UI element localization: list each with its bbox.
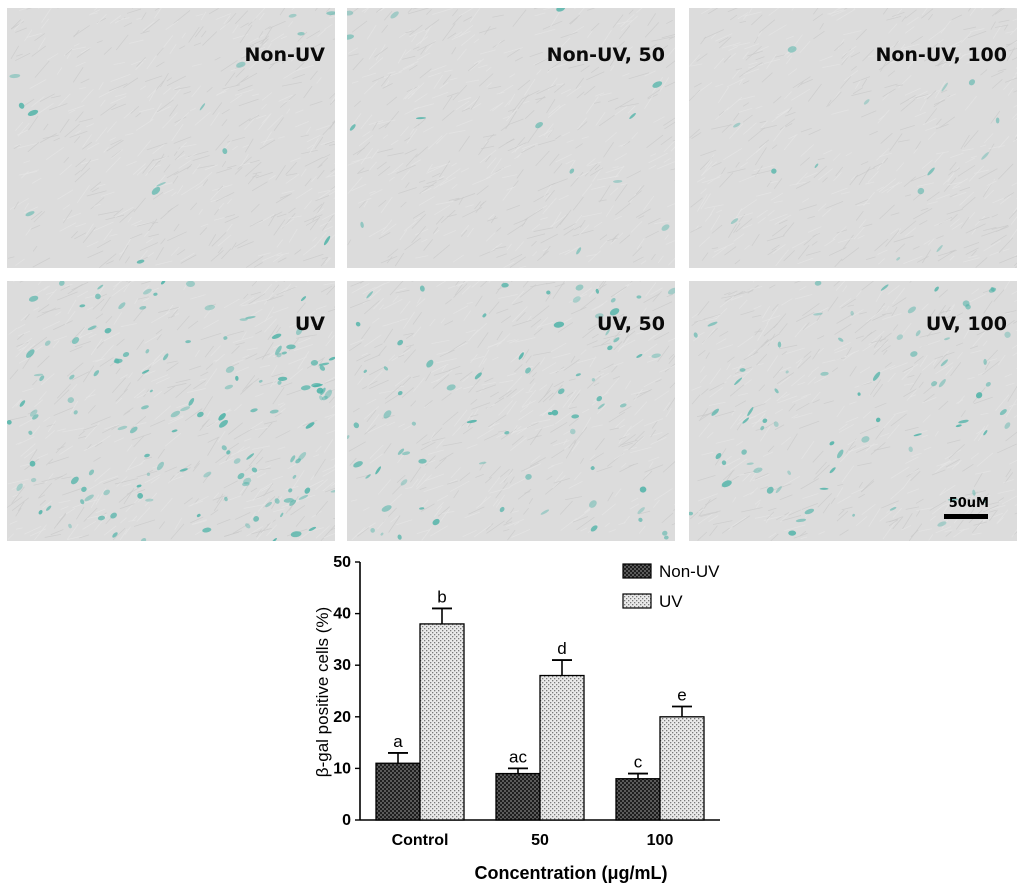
bar [615,778,661,821]
bar [539,674,585,821]
y-tick-label: 30 [333,657,351,674]
significance-letter: b [437,587,446,606]
y-axis-title: β-gal positive cells (%) [313,607,332,777]
micrograph-non-uv-50: Non-UV, 50 [347,8,675,268]
y-tick-label: 20 [333,709,351,726]
micrograph-image [347,281,675,541]
micrograph-image [347,8,675,268]
micrograph-non-uv: Non-UV [7,8,335,268]
scale-bar-label: 50uM [948,496,989,511]
significance-letter: e [677,685,686,704]
legend-swatch [622,563,652,579]
significance-letter: ac [509,747,527,766]
micrograph-image [7,281,335,541]
bar [659,716,705,821]
panel-label: Non-UV, 50 [546,44,665,66]
legend-label: UV [659,592,683,611]
x-tick-label: Control [392,832,449,849]
panel-label: UV, 100 [925,313,1007,335]
x-tick-label: 50 [531,832,549,849]
legend-swatch [622,593,652,609]
y-tick-label: 50 [333,554,351,571]
micrograph-non-uv-100: Non-UV, 100 [689,8,1017,268]
legend: Non-UV UV [622,562,720,611]
micrograph-uv-50: UV, 50 [347,281,675,541]
x-axis-title: Concentration (μg/mL) [475,863,668,883]
bars-group: a b ac d c e [375,587,705,821]
panel-label: Non-UV [244,44,326,66]
y-tick-label: 10 [333,760,351,777]
legend-label: Non-UV [659,562,720,581]
bar [495,772,541,821]
x-tick-label: 100 [647,832,674,849]
y-tick-label: 0 [342,812,351,829]
panel-label: UV, 50 [597,313,665,335]
bar [419,623,465,821]
micrograph-uv-100: UV, 100 50uM [689,281,1017,541]
significance-letter: a [393,732,403,751]
significance-letter: d [557,639,566,658]
micrograph-uv: UV [7,281,335,541]
micrograph-image [7,8,335,268]
bar [375,762,421,821]
panel-label: Non-UV, 100 [875,44,1007,66]
scale-bar [944,514,988,519]
micrograph-image [689,281,1017,541]
micrograph-image [689,8,1017,268]
significance-letter: c [634,753,643,772]
bar-chart: β-gal positive cells (%) Concentration (… [313,554,720,883]
y-tick-label: 40 [333,606,351,623]
panel-label: UV [294,313,325,335]
